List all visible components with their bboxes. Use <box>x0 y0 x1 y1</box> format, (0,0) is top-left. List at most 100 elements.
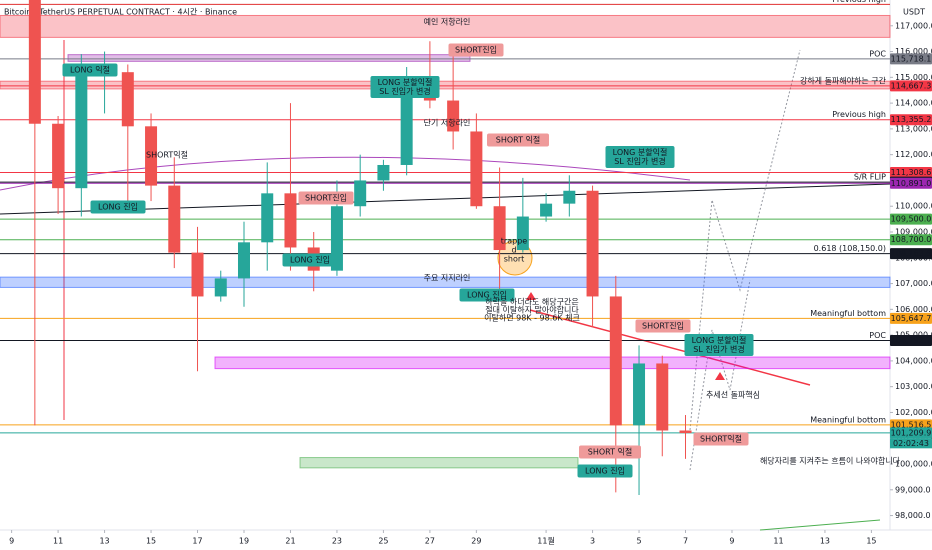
x-tick-label: 15 <box>146 537 156 546</box>
candle-body <box>191 252 204 297</box>
annotation-box <box>370 76 440 98</box>
price-tag <box>890 80 932 92</box>
annotation: LONG 진입 <box>467 290 507 300</box>
x-tick-label: 13 <box>99 537 109 546</box>
annotation: 예인 저항라인 <box>424 17 471 27</box>
annotation: LONG 분할익절 <box>378 77 433 87</box>
level-note: POC <box>869 331 886 340</box>
candle-body <box>377 164 390 181</box>
price-tag-label: 111,308.6 <box>891 168 932 177</box>
annotation: 이탈하면 98K - 98.6K 체크 <box>484 313 580 323</box>
candle-body <box>516 216 529 251</box>
y-tick-label: 115,000.0 <box>895 73 932 82</box>
y-tick-label: 104,000.0 <box>895 356 932 365</box>
x-tick-label: 7 <box>683 537 688 546</box>
price-tag-label: 114,667.3 <box>891 81 932 90</box>
candle-body <box>214 278 227 297</box>
y-tick-label: 100,000.0 <box>895 460 932 469</box>
candle-body <box>237 242 250 279</box>
candle-body <box>145 126 158 186</box>
zone <box>67 54 471 62</box>
price-tag-label: 110,891.0 <box>891 179 932 188</box>
candle-body <box>493 206 506 251</box>
candle-body <box>261 193 274 243</box>
x-tick-label: 19 <box>239 537 249 546</box>
candle-body <box>75 72 88 189</box>
level-note: Previous high <box>832 0 886 4</box>
level-note: Previous high <box>832 110 886 119</box>
annotation-box <box>693 432 749 446</box>
unit-label: USDT <box>903 8 925 17</box>
x-tick-label: 5 <box>636 537 641 546</box>
annotation-box <box>459 288 515 302</box>
annotation: SHORT 익절 <box>588 447 633 457</box>
annotation: SL 진입가 변경 <box>693 344 744 354</box>
annotation: 주요 지지라인 <box>424 273 471 283</box>
y-tick-label: 106,000.0 <box>895 305 932 314</box>
y-tick-label: 102,000.0 <box>895 408 932 417</box>
annotation-box <box>605 146 675 168</box>
x-tick-label: 9 <box>9 537 14 546</box>
y-tick-label: 117,000.0 <box>895 21 932 30</box>
x-tick-label: 9 <box>729 537 734 546</box>
countdown-tag <box>890 438 932 449</box>
annotation-box <box>62 63 118 77</box>
annotation: 하락을 하더라도 해당구간은 <box>485 297 578 307</box>
candle-body <box>168 185 181 253</box>
price-tag <box>890 213 932 225</box>
annotation: 추세선 돌파핵심 <box>706 390 760 400</box>
price-tag-label: 104,792.7 <box>891 336 932 345</box>
countdown: 02:02:43 <box>893 439 929 448</box>
trend-line <box>759 519 881 531</box>
chart-title: Bitcoin / TetherUS PERPETUAL CONTRACT · … <box>4 7 237 17</box>
x-tick-label: 25 <box>378 537 388 546</box>
annotation-box <box>577 464 633 478</box>
y-tick-label: 109,000.0 <box>895 228 932 237</box>
trend-line <box>0 183 891 215</box>
candle-body <box>447 100 460 132</box>
level-note: 강하게 돌파해야하는 구간 <box>800 75 887 85</box>
annotation: SL 진입가 변경 <box>614 156 665 166</box>
annotation: LONG 익절 <box>70 65 110 75</box>
x-tick-label: 3 <box>590 537 595 546</box>
x-tick-label: 11월 <box>537 536 555 546</box>
price-tag <box>890 312 932 324</box>
price-tag <box>890 177 932 189</box>
level-note: S/R FLIP <box>854 173 886 182</box>
x-tick-label: 27 <box>425 537 435 546</box>
annotation-box <box>635 319 691 333</box>
candle-body <box>656 363 669 431</box>
candle-body <box>121 72 134 127</box>
annotation: 절대 이탈하지 말아야합니다 <box>485 305 579 315</box>
annotation: LONG 진입 <box>98 202 138 212</box>
annotation: SHORT진입 <box>305 193 347 203</box>
candle-body <box>563 190 576 204</box>
x-tick-label: 13 <box>820 537 830 546</box>
annotation: SL 진입가 변경 <box>379 86 430 96</box>
annotation: trappe <box>501 237 527 246</box>
zone <box>214 356 891 370</box>
y-tick-label: 103,000.0 <box>895 382 932 391</box>
arrow <box>526 292 536 300</box>
arrow <box>715 372 725 380</box>
price-tag-label: 105,647.7 <box>891 314 932 323</box>
annotation: 단기 저항라인 <box>424 118 471 128</box>
drawings <box>0 3 891 531</box>
candle-body <box>586 190 599 297</box>
y-tick-label: 98,000.0 <box>895 511 931 520</box>
price-tag <box>890 334 932 346</box>
zone <box>0 14 891 38</box>
candle-body <box>609 296 622 426</box>
candle-body <box>633 363 646 426</box>
level-note: POC <box>869 49 886 58</box>
level-note: Meaningful bottom <box>810 415 886 424</box>
annotation-box <box>487 133 549 147</box>
annotation: LONG 분할익절 <box>692 335 747 345</box>
candle-body <box>284 193 297 248</box>
annotation: LONG 분할익절 <box>613 147 668 157</box>
candle-body <box>354 180 367 207</box>
candle-body <box>679 430 692 434</box>
price-tag-label: 108,700.0 <box>891 235 932 244</box>
